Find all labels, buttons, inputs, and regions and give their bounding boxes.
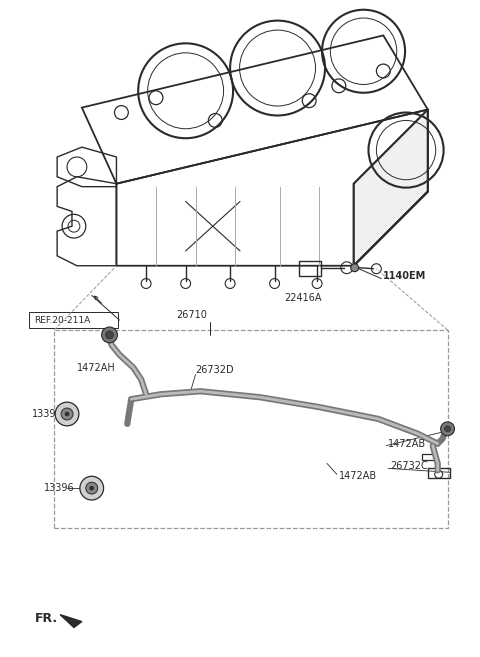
- Text: 26710: 26710: [176, 310, 206, 320]
- Circle shape: [55, 402, 79, 426]
- Polygon shape: [354, 110, 428, 265]
- Circle shape: [90, 486, 94, 490]
- Text: 13396: 13396: [44, 483, 75, 493]
- Text: 1140EM: 1140EM: [384, 271, 427, 281]
- Circle shape: [80, 476, 104, 500]
- Text: 22416A: 22416A: [285, 294, 322, 304]
- Circle shape: [86, 482, 97, 494]
- Circle shape: [61, 408, 73, 420]
- Circle shape: [444, 426, 451, 432]
- Circle shape: [106, 331, 113, 339]
- Circle shape: [102, 327, 118, 343]
- Circle shape: [351, 263, 359, 271]
- Text: 1472AB: 1472AB: [339, 471, 377, 482]
- Text: 1472AH: 1472AH: [77, 363, 116, 373]
- Text: REF.20-211A: REF.20-211A: [35, 315, 91, 325]
- Text: 26732C: 26732C: [390, 461, 428, 471]
- Circle shape: [441, 422, 455, 436]
- Text: 1472AB: 1472AB: [388, 439, 426, 449]
- Text: FR.: FR.: [35, 612, 58, 625]
- Circle shape: [65, 412, 69, 416]
- Text: 13396: 13396: [33, 409, 63, 419]
- Text: 26732D: 26732D: [195, 365, 234, 374]
- Polygon shape: [60, 615, 82, 627]
- Bar: [54, 330, 447, 528]
